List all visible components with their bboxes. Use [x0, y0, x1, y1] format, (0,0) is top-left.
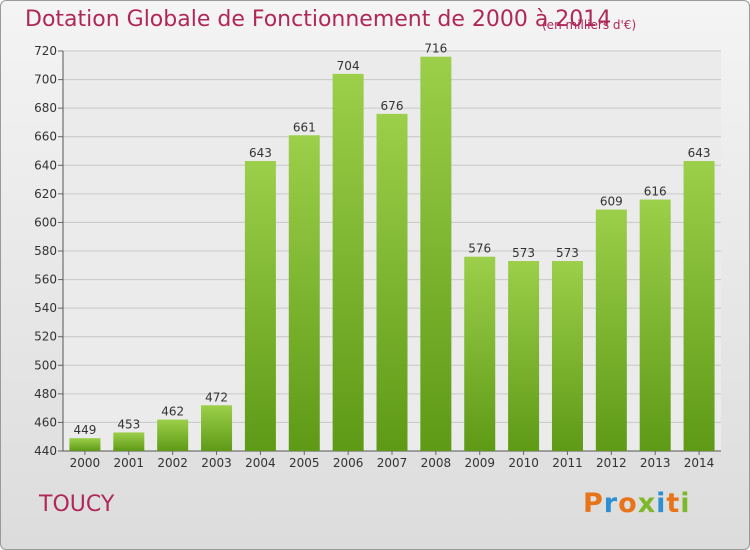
value-label-2008: 716 — [424, 42, 447, 56]
value-label-2002: 462 — [161, 405, 184, 419]
bar-2000 — [69, 438, 101, 451]
logo-letter: o — [618, 488, 638, 519]
value-label-2011: 573 — [556, 246, 579, 260]
y-tick-label: 660 — [34, 130, 57, 144]
y-tick-label: 440 — [34, 444, 57, 458]
bar-2006 — [332, 73, 364, 451]
y-tick-label: 540 — [34, 301, 57, 315]
logo-letter: i — [656, 488, 667, 519]
logo-letter: P — [583, 488, 604, 519]
logo-letter: r — [603, 488, 619, 519]
value-label-2014: 643 — [688, 146, 711, 160]
x-tick-label: 2013 — [640, 456, 671, 470]
y-tick-label: 640 — [34, 158, 57, 172]
chart-title: Dotation Globale de Fonctionnement de 20… — [25, 7, 612, 32]
bar-2008 — [420, 56, 452, 451]
value-label-2013: 616 — [644, 185, 667, 199]
y-tick-label: 600 — [34, 215, 57, 229]
x-tick-label: 2011 — [552, 456, 583, 470]
bar-2003 — [201, 405, 233, 451]
x-tick-label: 2002 — [157, 456, 188, 470]
value-label-2010: 573 — [512, 246, 535, 260]
x-tick-label: 2010 — [508, 456, 539, 470]
y-tick-label: 520 — [34, 330, 57, 344]
y-tick-label: 620 — [34, 187, 57, 201]
commune-name: TOUCY — [39, 492, 115, 517]
bar-2007 — [376, 113, 408, 451]
bar-2004 — [244, 161, 276, 451]
chart-subtitle: (en milliers d'€) — [542, 18, 637, 32]
x-tick-label: 2000 — [70, 456, 101, 470]
y-tick-label: 460 — [34, 415, 57, 429]
x-tick-label: 2006 — [333, 456, 364, 470]
x-tick-label: 2008 — [421, 456, 452, 470]
logo-letter: t — [666, 488, 681, 519]
value-label-2000: 449 — [73, 423, 96, 437]
y-tick-label: 680 — [34, 101, 57, 115]
proxiti-logo: Proxiti — [583, 488, 691, 519]
y-tick-label: 500 — [34, 358, 57, 372]
value-label-2001: 453 — [117, 417, 140, 431]
x-tick-label: 2003 — [201, 456, 232, 470]
bar-2013 — [639, 199, 671, 451]
x-tick-label: 2012 — [596, 456, 627, 470]
bar-2014 — [683, 161, 715, 451]
value-label-2006: 704 — [337, 59, 360, 73]
logo-letter: i — [680, 488, 691, 519]
bar-2010 — [508, 261, 540, 451]
bar-2011 — [551, 261, 583, 451]
y-tick-label: 720 — [34, 44, 57, 58]
value-label-2003: 472 — [205, 390, 228, 404]
x-tick-label: 2007 — [377, 456, 408, 470]
y-tick-label: 700 — [34, 73, 57, 87]
value-label-2009: 576 — [468, 242, 491, 256]
y-tick-label: 560 — [34, 273, 57, 287]
bar-2001 — [113, 432, 145, 451]
value-label-2012: 609 — [600, 195, 623, 209]
y-tick-label: 580 — [34, 244, 57, 258]
value-label-2005: 661 — [293, 120, 316, 134]
x-tick-label: 2004 — [245, 456, 276, 470]
bar-2002 — [157, 419, 189, 451]
logo-letter: x — [637, 488, 657, 519]
x-tick-label: 2005 — [289, 456, 320, 470]
bar-2012 — [595, 209, 627, 451]
x-tick-label: 2014 — [684, 456, 715, 470]
value-label-2007: 676 — [381, 99, 404, 113]
value-label-2004: 643 — [249, 146, 272, 160]
bar-2009 — [464, 256, 496, 451]
x-tick-label: 2001 — [114, 456, 145, 470]
y-tick-label: 480 — [34, 387, 57, 401]
x-tick-label: 2009 — [464, 456, 495, 470]
bar-2005 — [288, 135, 320, 452]
